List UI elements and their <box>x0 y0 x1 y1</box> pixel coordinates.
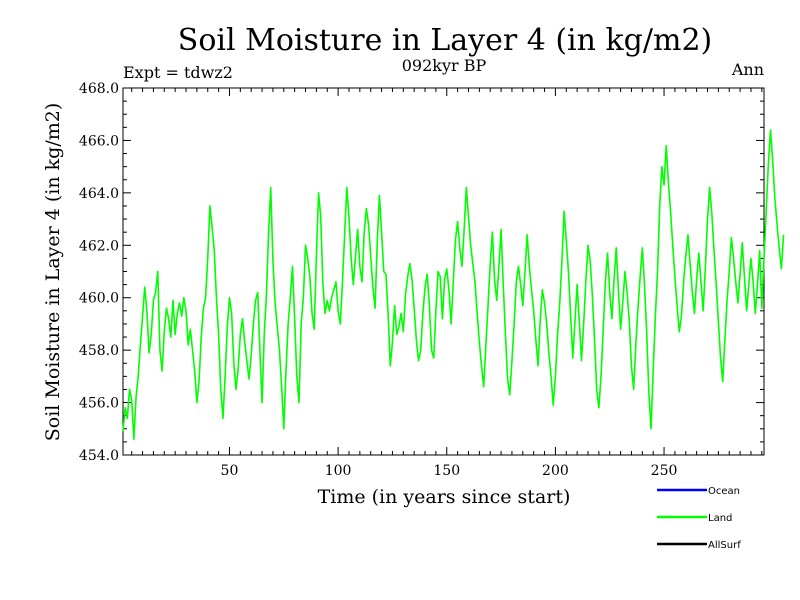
y-tick-label: 464.0 <box>79 186 119 202</box>
season-label: Ann <box>731 60 764 79</box>
x-axis: 50 100 150 200 250 <box>131 88 763 479</box>
y-tick-label: 458.0 <box>79 343 119 359</box>
legend: Ocean Land AllSurf <box>657 486 741 551</box>
x-tick-label: 50 <box>221 463 239 479</box>
y-tick-label: 456.0 <box>79 396 119 412</box>
y-tick-label: 468.0 <box>79 81 119 97</box>
y-tick-label: 466.0 <box>79 133 119 149</box>
series-line-land <box>122 129 785 441</box>
x-tick-label: 250 <box>651 463 678 479</box>
x-tick-label: 200 <box>542 463 569 479</box>
y-tick-label: 462.0 <box>79 238 119 254</box>
chart-subtitle: 092kyr BP <box>402 56 487 75</box>
chart-title: Soil Moisture in Layer 4 (in kg/m2) <box>178 23 712 58</box>
legend-label-ocean: Ocean <box>708 486 740 497</box>
plot-area <box>122 87 765 456</box>
x-axis-title: Time (in years since start) <box>318 486 571 508</box>
legend-label-land: Land <box>708 513 732 524</box>
y-tick-label: 460.0 <box>79 291 119 307</box>
y-axis-title: Soil Moisture in Layer 4 (in kg/m2) <box>42 103 64 442</box>
series-layer <box>122 129 785 441</box>
y-axis: 454.0 456.0 458.0 460.0 462.0 464.0 466.0 468.0 <box>79 81 764 464</box>
y-tick-label: 454.0 <box>79 448 119 464</box>
x-tick-label: 150 <box>433 463 460 479</box>
x-tick-label: 100 <box>325 463 352 479</box>
legend-label-allsurf: AllSurf <box>708 540 741 551</box>
experiment-label: Expt = tdwz2 <box>123 63 233 82</box>
plot-frame <box>122 87 765 456</box>
